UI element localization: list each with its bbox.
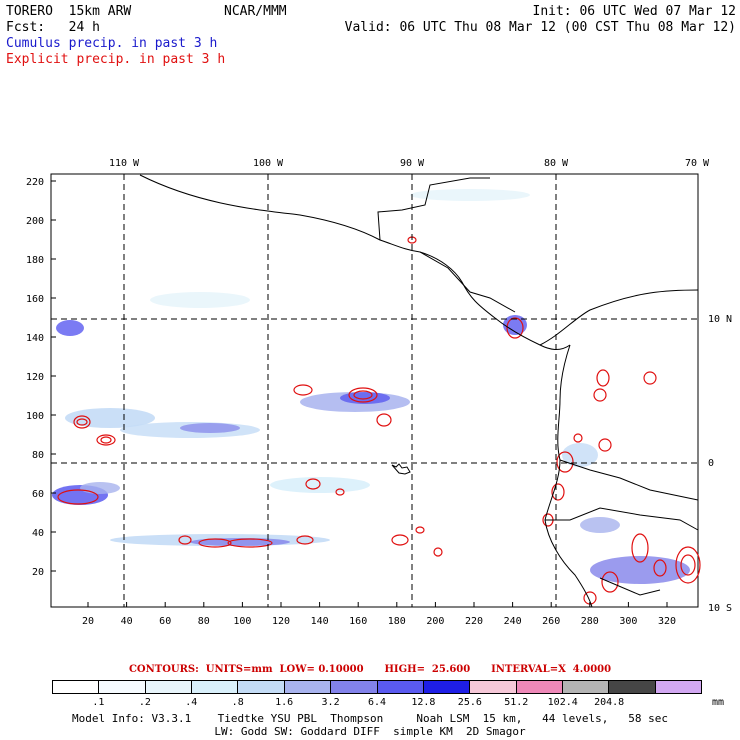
y-tick-label: 20 [32, 567, 44, 578]
colorbar-label: .4 [185, 697, 198, 708]
x-tick-label: 260 [542, 616, 560, 627]
colorbar-cell [99, 681, 146, 693]
y-tick-label: 60 [32, 489, 44, 500]
y-tick-label: 100 [26, 411, 44, 422]
colorbar-label: 12.8 [411, 697, 436, 708]
colorbar-label: 204.8 [594, 697, 625, 708]
org-label: NCAR/MMM [224, 4, 287, 19]
lat-label-0: 0 [708, 458, 714, 469]
colorbar-label: .1 [92, 697, 105, 708]
x-tick-label: 120 [272, 616, 290, 627]
y-tick-label: 120 [26, 372, 44, 383]
y-tick-label: 200 [26, 216, 44, 227]
lon-label-80w: 80 W [544, 158, 569, 169]
x-tick-label: 140 [311, 616, 329, 627]
colorbar-cell [331, 681, 378, 693]
x-tick-label: 220 [465, 616, 483, 627]
colorbar-cell [562, 681, 610, 693]
init-time: Init: 06 UTC Wed 07 Mar 12 [532, 4, 737, 19]
x-tick-label: 40 [121, 616, 133, 627]
precip-map: 110 W 100 W 90 W 80 W 70 W 10 N 0 10 S 2… [26, 158, 732, 627]
x-tick-label: 240 [504, 616, 522, 627]
x-tick-label: 20 [82, 616, 94, 627]
y-tick-label: 80 [32, 450, 44, 461]
y-axis-ticks: 220 200 180 160 140 120 100 80 60 40 20 [26, 177, 56, 578]
colorbar-cell [470, 681, 517, 693]
x-tick-label: 300 [619, 616, 637, 627]
colorbar-unit: mm [712, 697, 725, 708]
colorbar-cell [145, 681, 193, 693]
lon-label-100w: 100 W [253, 158, 284, 169]
colorbar-label: 6.4 [367, 697, 387, 708]
y-tick-label: 180 [26, 255, 44, 266]
colorbar-cell [655, 681, 702, 693]
colorbar-label: 1.6 [275, 697, 294, 708]
y-tick-label: 160 [26, 294, 44, 305]
colorbar-cell [53, 681, 100, 693]
lon-label-110w: 110 W [109, 158, 140, 169]
contour-legend: CONTOURS: UNITS=mm LOW= 0.10000 HIGH= 25… [128, 664, 612, 675]
colorbar-label: 51.2 [504, 697, 529, 708]
field-cumulus-label: Cumulus precip. in past 3 h [6, 36, 218, 51]
colorbar-cell [284, 681, 332, 693]
colorbar-label: .8 [231, 697, 244, 708]
x-tick-label: 100 [233, 616, 251, 627]
colorbar-cell [238, 681, 285, 693]
colorbar [52, 680, 702, 694]
lat-label-10s: 10 S [708, 603, 732, 614]
colorbar-cell [609, 681, 656, 693]
x-tick-label: 80 [198, 616, 210, 627]
valid-time: Valid: 06 UTC Thu 08 Mar 12 (00 CST Thu … [344, 20, 736, 35]
x-axis-ticks: 20 40 60 80 100 120 140 160 180 200 220 240 260 280 30… [82, 602, 676, 627]
colorbar-cell [377, 681, 424, 693]
coastlines [139, 174, 699, 608]
x-tick-label: 60 [159, 616, 171, 627]
lon-label-70w: 70 W [685, 158, 710, 169]
colorbar-label: 25.6 [457, 697, 482, 708]
y-tick-label: 140 [26, 333, 44, 344]
y-tick-label: 40 [32, 528, 44, 539]
forecast-hour: Fcst: 24 h [6, 20, 100, 35]
x-tick-label: 180 [388, 616, 406, 627]
colorbar-cell [423, 681, 471, 693]
lon-label-90w: 90 W [400, 158, 425, 169]
field-explicit-label: Explicit precip. in past 3 h [6, 52, 226, 67]
colorbar-cell [192, 681, 239, 693]
y-tick-label: 220 [26, 177, 44, 188]
model-title: TORERO 15km ARW [6, 4, 132, 19]
model-info-line2: LW: Godd SW: Goddard DIFF simple KM 2D S… [214, 725, 526, 738]
x-tick-label: 320 [658, 616, 676, 627]
colorbar-cell [516, 681, 563, 693]
colorbar-label: 102.4 [547, 697, 578, 708]
graticule [51, 174, 698, 607]
x-tick-label: 160 [349, 616, 367, 627]
x-tick-label: 280 [581, 616, 599, 627]
x-tick-label: 200 [426, 616, 444, 627]
colorbar-label: .2 [138, 697, 151, 708]
colorbar-label: 3.2 [321, 697, 340, 708]
model-info-line1: Model Info: V3.3.1 Tiedtke YSU PBL Thomp… [71, 712, 669, 725]
lat-label-10n: 10 N [708, 314, 732, 325]
